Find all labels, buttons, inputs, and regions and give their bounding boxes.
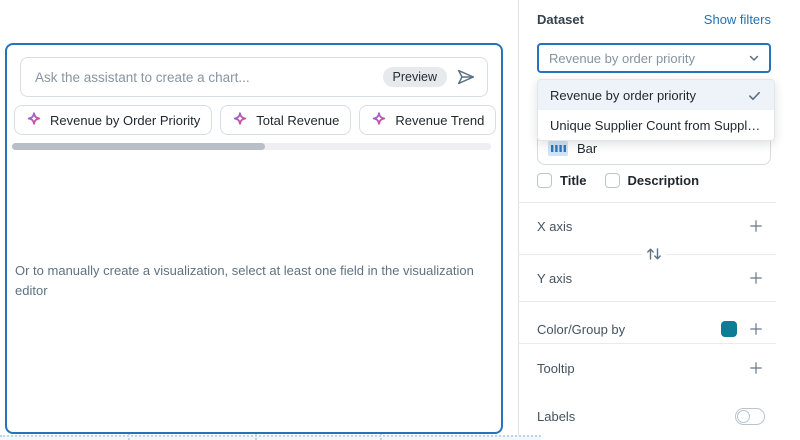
x-axis-label: X axis — [537, 218, 573, 234]
y-axis-label: Y axis — [537, 270, 573, 286]
bar-chart-icon — [548, 140, 568, 156]
color-group-row: Color/Group by — [537, 319, 765, 339]
show-filters-link[interactable]: Show filters — [703, 12, 771, 27]
toggle-knob — [737, 409, 750, 423]
y-axis-row: Y axis — [537, 268, 765, 288]
suggestion-chip-label: Total Revenue — [256, 112, 340, 128]
section-divider — [518, 301, 776, 302]
dataset-select-value: Revenue by order priority — [549, 50, 695, 66]
color-swatch[interactable] — [721, 321, 737, 337]
add-y-axis-field-button[interactable] — [747, 269, 765, 287]
checkmark-icon — [747, 88, 762, 103]
dataset-option-selected[interactable]: Revenue by order priority — [538, 80, 774, 110]
add-tooltip-field-button[interactable] — [747, 359, 765, 377]
sparkle-icon — [232, 112, 248, 128]
color-group-label: Color/Group by — [537, 321, 626, 337]
suggestion-chip-label: Revenue Trend — [395, 112, 485, 128]
checkbox-icon[interactable] — [537, 172, 552, 188]
section-divider — [518, 343, 776, 344]
x-axis-row: X axis — [537, 216, 765, 236]
title-checkbox-label: Title — [560, 172, 587, 188]
suggestion-chip[interactable]: Total Revenue — [220, 105, 352, 135]
tooltip-row: Tooltip — [537, 358, 765, 378]
description-checkbox-label: Description — [627, 172, 700, 188]
results-table-column-divider — [128, 433, 130, 440]
editor-helper-text: Or to manually create a visualization, s… — [15, 263, 474, 298]
dataset-select[interactable]: Revenue by order priority — [537, 43, 771, 73]
chips-scrollbar-track[interactable] — [12, 143, 491, 150]
title-checkbox[interactable]: Title — [537, 172, 587, 188]
suggestion-chip[interactable]: Revenue by Order Priority — [14, 105, 213, 135]
results-table-column-divider — [380, 433, 382, 440]
labels-row: Labels — [537, 406, 765, 426]
visualization-editor-panel: Ask the assistant to create a chart... P… — [5, 43, 503, 434]
labels-toggle[interactable] — [735, 407, 765, 425]
panel-divider — [518, 0, 519, 440]
section-divider — [518, 202, 776, 203]
dataset-dropdown-menu: Revenue by order priority Unique Supplie… — [537, 79, 775, 141]
description-checkbox[interactable]: Description — [604, 172, 700, 188]
send-icon[interactable] — [455, 66, 477, 88]
suggestion-chip-row: Revenue by Order Priority Total Revenue … — [14, 105, 501, 135]
sparkle-icon — [26, 112, 42, 128]
title-description-row: Title Description — [537, 171, 699, 189]
dataset-option-label: Unique Supplier Count from Supplier... — [550, 117, 762, 133]
dataset-header-row: Dataset Show filters — [537, 12, 771, 27]
swap-axes-button[interactable] — [642, 245, 666, 263]
suggestion-chip-label: Revenue by Order Priority — [50, 112, 201, 128]
dataset-option-label: Revenue by order priority — [550, 87, 696, 103]
prompt-placeholder-text: Ask the assistant to create a chart... — [35, 69, 250, 85]
tooltip-label: Tooltip — [537, 360, 575, 376]
results-table-edge — [0, 435, 541, 440]
add-color-group-field-button[interactable] — [747, 320, 765, 338]
chips-scrollbar-thumb[interactable] — [12, 143, 265, 150]
sparkle-icon — [371, 112, 387, 128]
dataset-option[interactable]: Unique Supplier Count from Supplier... — [538, 110, 774, 140]
add-x-axis-field-button[interactable] — [747, 217, 765, 235]
preview-badge: Preview — [382, 67, 447, 87]
chevron-down-icon — [747, 51, 761, 65]
labels-label: Labels — [537, 408, 576, 424]
color-group-controls — [721, 320, 765, 338]
results-table-column-divider — [255, 433, 257, 440]
assistant-prompt-input[interactable]: Ask the assistant to create a chart... P… — [20, 57, 488, 97]
dataset-label: Dataset — [537, 12, 584, 27]
viz-type-value: Bar — [577, 140, 598, 156]
checkbox-icon[interactable] — [604, 172, 620, 188]
suggestion-chip[interactable]: Revenue Trend — [359, 105, 497, 135]
